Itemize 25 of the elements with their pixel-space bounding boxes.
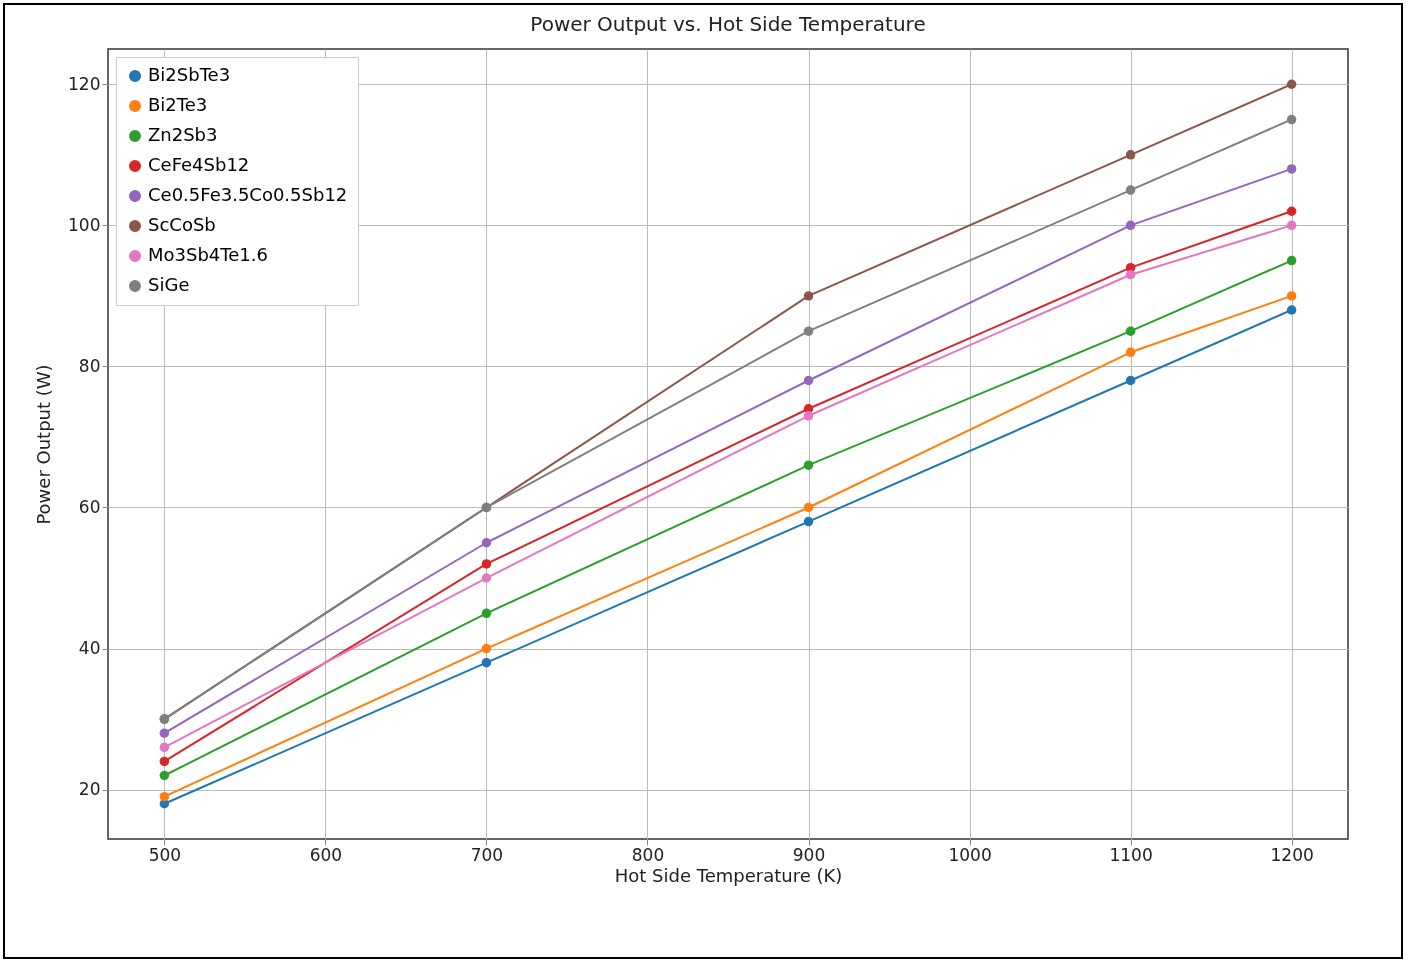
- y-tick-label: 40: [78, 638, 101, 659]
- legend-label: Ce0.5Fe3.5Co0.5Sb12: [148, 184, 348, 205]
- x-tick-label: 1200: [1270, 844, 1314, 865]
- y-axis-title: Power Output (W): [33, 364, 55, 525]
- x-tick-label: 1000: [948, 844, 992, 865]
- legend-label: Zn2Sb3: [148, 124, 218, 145]
- x-tick-label: 1100: [1109, 844, 1153, 865]
- legend-label: Mo3Sb4Te1.6: [148, 244, 268, 265]
- x-tick-label: 700: [470, 844, 504, 865]
- y-tick-label: 80: [78, 355, 101, 376]
- legend-label: SiGe: [148, 274, 190, 295]
- y-tick-label: 20: [78, 779, 101, 800]
- y-tick-label: 120: [68, 73, 101, 94]
- y-tick-label: 60: [78, 496, 101, 517]
- chart-title: Power Output vs. Hot Side Temperature: [530, 12, 926, 36]
- x-tick-label: 900: [792, 844, 826, 865]
- legend-label: Bi2SbTe3: [148, 64, 231, 85]
- y-tick-label: 100: [68, 214, 101, 235]
- x-tick-label: 500: [148, 844, 182, 865]
- x-tick-label: 800: [631, 844, 665, 865]
- x-axis-title: Hot Side Temperature (K): [614, 864, 843, 886]
- x-tick-label: 600: [309, 844, 343, 865]
- legend-label: Bi2Te3: [148, 94, 208, 115]
- legend-label: CeFe4Sb12: [148, 154, 250, 175]
- legend-label: ScCoSb: [148, 214, 216, 235]
